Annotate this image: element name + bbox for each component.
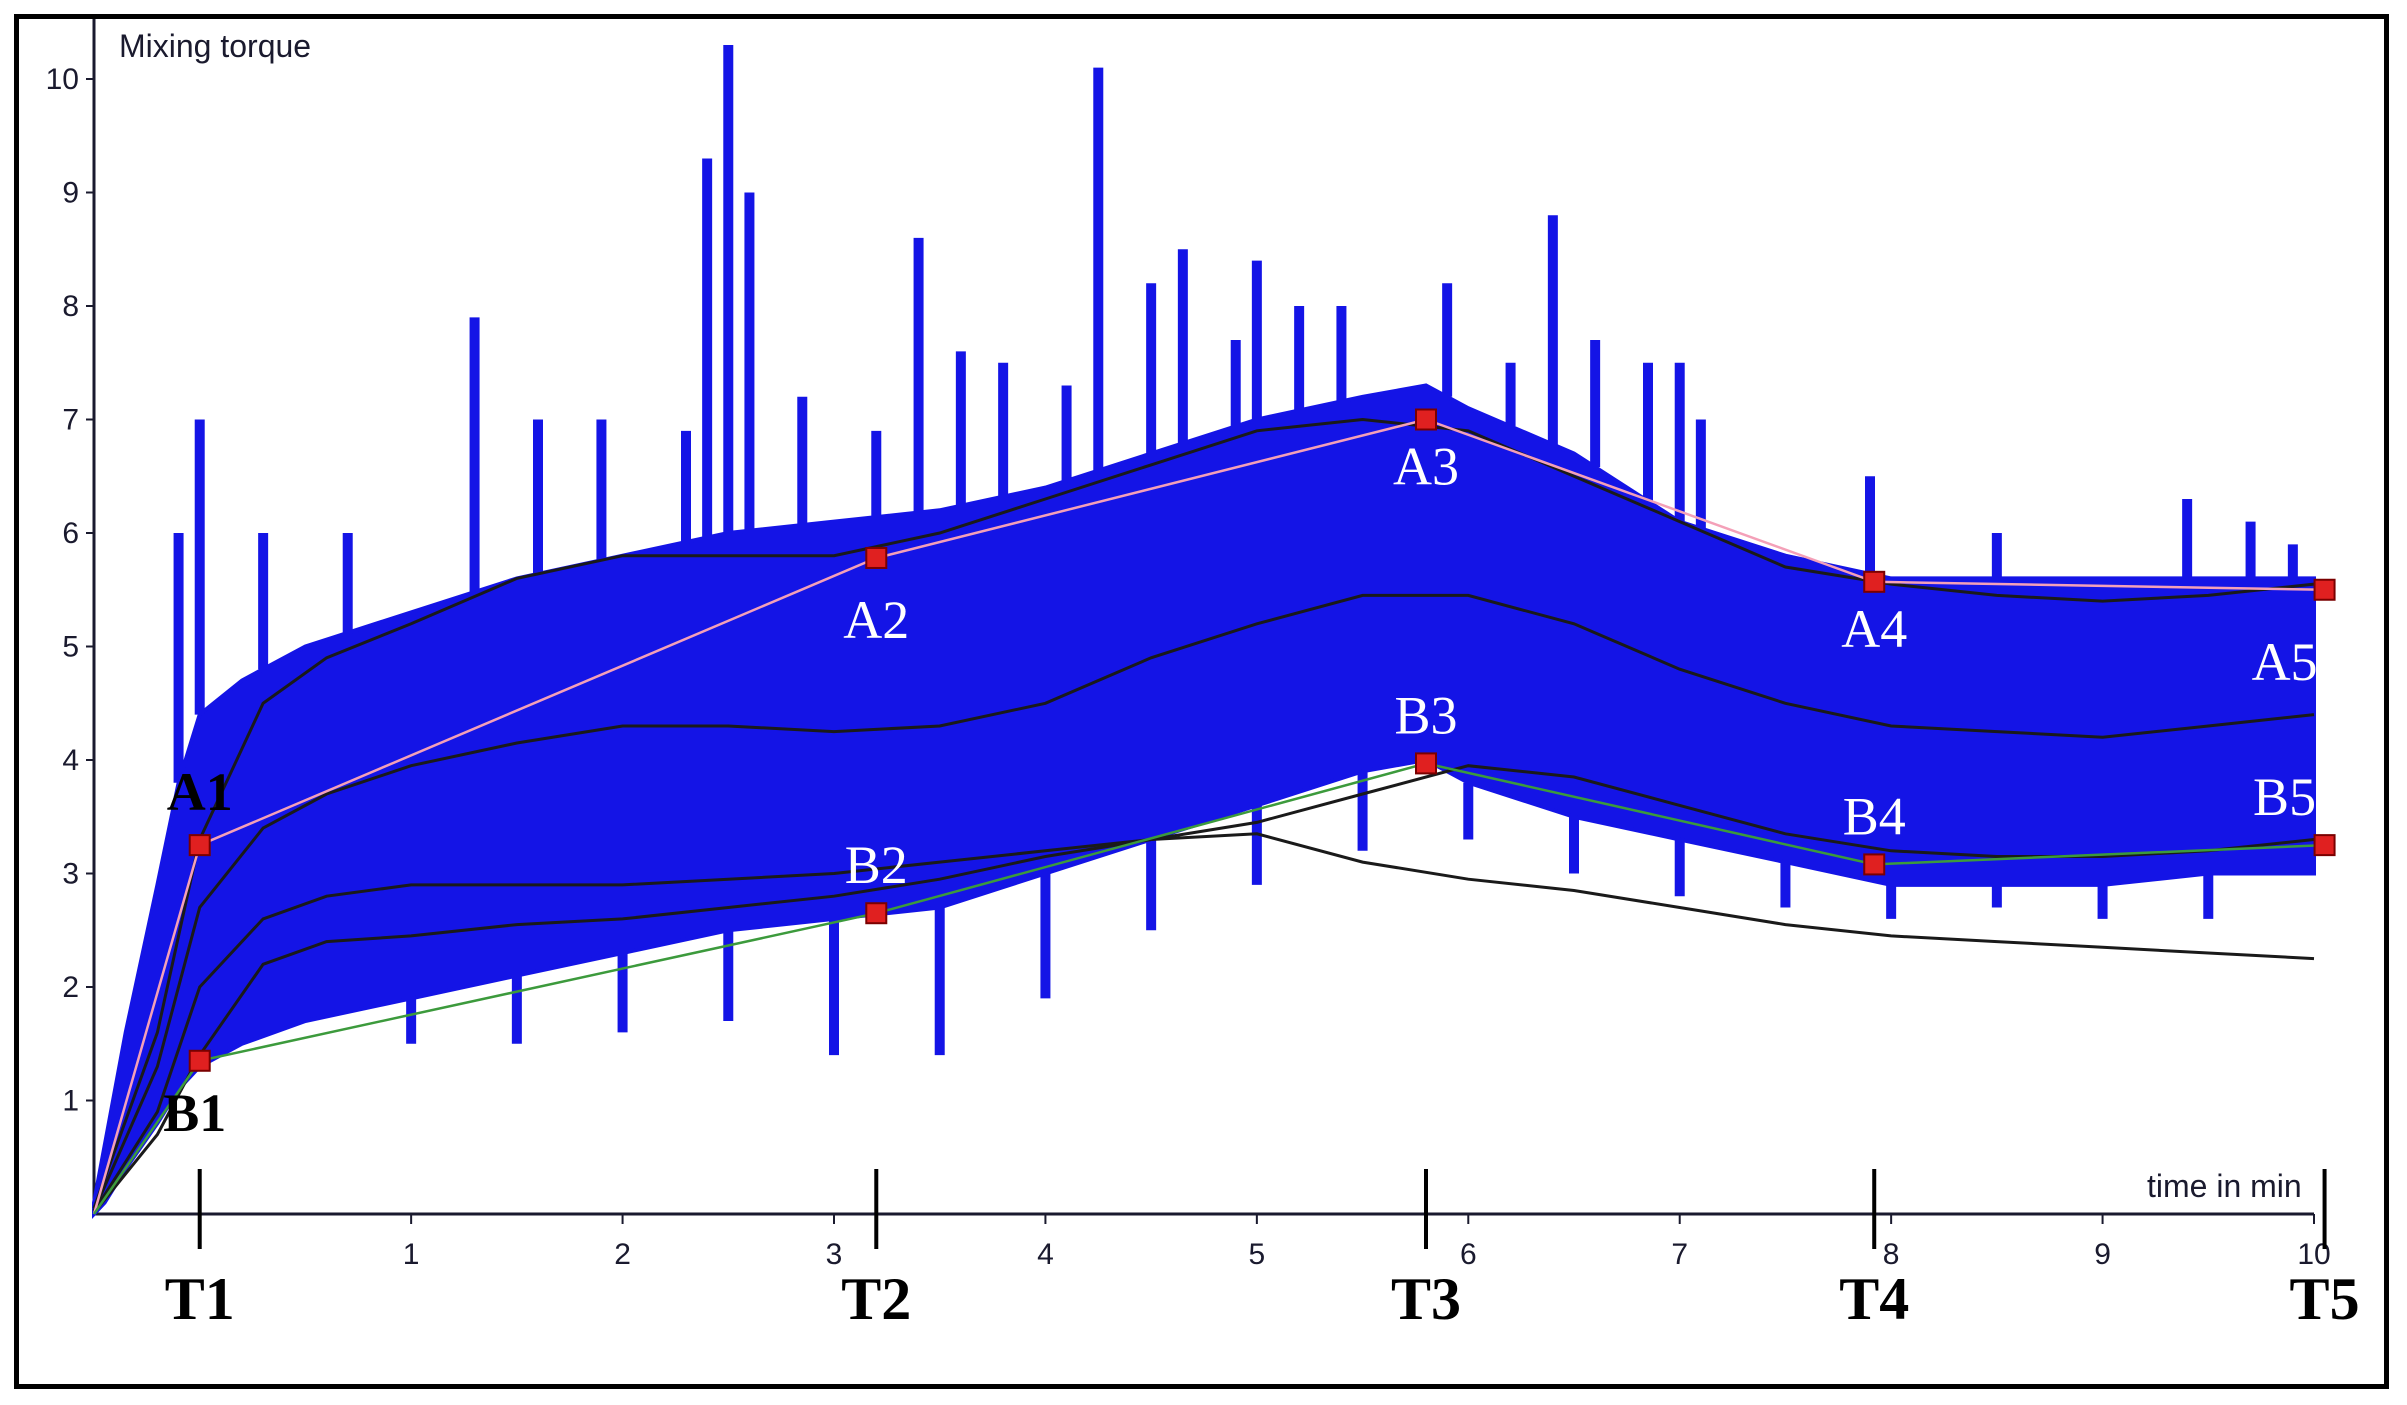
x-tick-label: 4	[1037, 1238, 1054, 1271]
upper-point-marker	[2313, 578, 2336, 601]
upper-point-label: A2	[843, 590, 909, 650]
lower-point-marker	[188, 1049, 211, 1072]
y-tick-label: 5	[62, 631, 79, 664]
lower-point-marker	[865, 902, 888, 925]
signal-band	[92, 383, 2316, 1220]
upper-point-label: A5	[2252, 632, 2318, 692]
y-tick-label: 8	[62, 290, 79, 323]
time-mark-label: T2	[841, 1266, 911, 1332]
time-mark-label: T3	[1391, 1266, 1461, 1332]
envelope-curve-3	[92, 764, 2315, 1213]
x-tick-label: 9	[2094, 1238, 2111, 1271]
lower-point-marker	[2313, 834, 2336, 857]
time-mark-label: T5	[2290, 1266, 2360, 1332]
lower-point-label: B2	[845, 835, 908, 895]
upper-point-label: A4	[1841, 599, 1907, 659]
upper-path-line	[92, 418, 2325, 1215]
lower-point-label: B4	[1843, 786, 1906, 846]
x-tick-label: 5	[1249, 1238, 1266, 1271]
lower-point-label: B3	[1394, 685, 1457, 745]
upper-point-marker	[865, 546, 888, 569]
x-tick-label: 6	[1460, 1238, 1477, 1271]
lower-point-label: B1	[163, 1083, 226, 1143]
x-tick-label: 1	[403, 1238, 420, 1271]
time-mark-label: T4	[1839, 1266, 1909, 1332]
y-tick-label: 6	[62, 517, 79, 550]
x-tick-label: 7	[1671, 1238, 1688, 1271]
x-tick-label: 8	[1883, 1238, 1900, 1271]
y-tick-label: 1	[62, 1085, 79, 1118]
envelope-curve-4	[92, 832, 2315, 1214]
upper-point-marker	[1415, 408, 1437, 431]
x-tick-label: 3	[826, 1238, 843, 1271]
upper-point-marker	[1863, 570, 1886, 593]
envelope-curve-1	[92, 417, 2315, 1209]
upper-point-marker	[188, 834, 211, 857]
lower-point-label: B5	[2253, 767, 2316, 827]
lower-point-marker	[1415, 752, 1437, 775]
time-mark-label: T1	[165, 1266, 235, 1332]
y-tick-label: 9	[62, 177, 79, 210]
upper-point-label: A1	[167, 762, 233, 822]
y-axis-label: Mixing torque	[119, 28, 311, 64]
x-axis-label: time in min	[2147, 1168, 2302, 1204]
upper-point-label: A3	[1393, 437, 1459, 497]
y-tick-label: 7	[62, 404, 79, 437]
y-tick-label: 4	[62, 744, 79, 777]
y-tick-label: 2	[62, 971, 79, 1004]
lower-point-marker	[1863, 853, 1886, 876]
envelope-curve-2	[92, 593, 2315, 1212]
y-tick-label: 10	[46, 63, 79, 96]
y-tick-label: 3	[62, 858, 79, 891]
x-tick-label: 2	[614, 1238, 631, 1271]
figure-frame: 1 2 3 4 5 6 7 8 9 10 1 2 3 4 5 6 7 8 9 10 T1 T2 T3 T4 T5 A1 A2 A3 A…	[14, 14, 2389, 1389]
lower-path-line	[92, 762, 2325, 1215]
